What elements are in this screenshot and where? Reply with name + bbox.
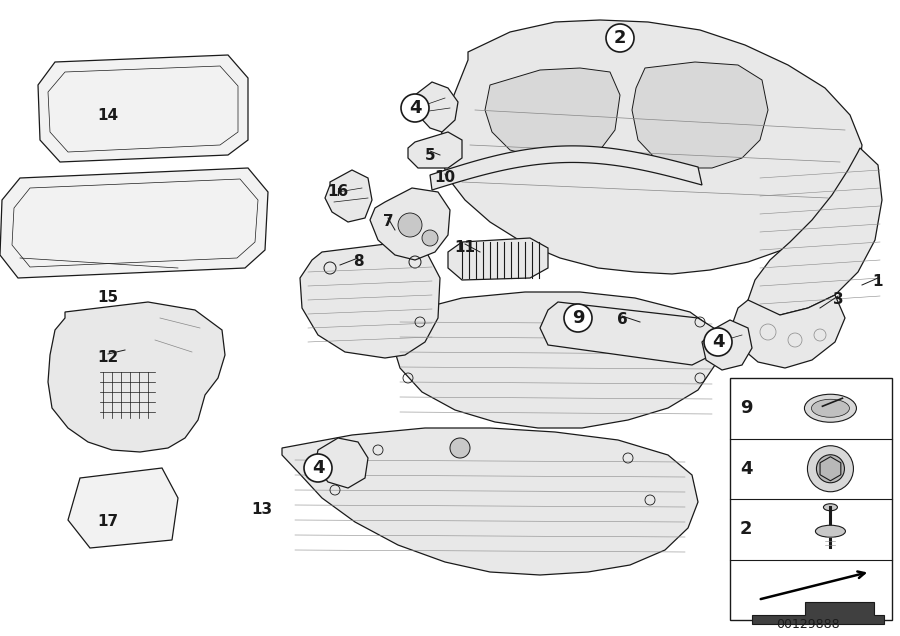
- Circle shape: [450, 438, 470, 458]
- Polygon shape: [632, 62, 768, 168]
- Text: 11: 11: [454, 240, 475, 256]
- Ellipse shape: [815, 525, 845, 537]
- Text: 13: 13: [251, 502, 273, 518]
- Circle shape: [422, 230, 438, 246]
- Ellipse shape: [807, 446, 853, 492]
- Polygon shape: [702, 320, 752, 370]
- Polygon shape: [412, 82, 458, 132]
- Ellipse shape: [824, 504, 837, 511]
- Polygon shape: [370, 188, 450, 260]
- Polygon shape: [485, 68, 620, 158]
- Polygon shape: [430, 146, 702, 190]
- Polygon shape: [732, 295, 845, 368]
- Polygon shape: [325, 170, 372, 222]
- Polygon shape: [282, 428, 698, 575]
- Polygon shape: [392, 292, 718, 428]
- Polygon shape: [752, 602, 884, 624]
- Text: 12: 12: [97, 350, 119, 366]
- Text: 4: 4: [740, 460, 752, 478]
- Text: 16: 16: [328, 184, 348, 200]
- Text: 00129888: 00129888: [776, 618, 840, 630]
- Text: 10: 10: [435, 170, 455, 186]
- Ellipse shape: [805, 394, 857, 422]
- Text: 9: 9: [740, 399, 752, 417]
- Circle shape: [398, 213, 422, 237]
- Text: 4: 4: [712, 333, 724, 351]
- Circle shape: [401, 94, 429, 122]
- Polygon shape: [448, 238, 548, 280]
- Text: 5: 5: [425, 148, 436, 163]
- Text: 8: 8: [353, 254, 364, 270]
- Text: 9: 9: [572, 309, 584, 327]
- Polygon shape: [748, 148, 882, 315]
- Text: 4: 4: [409, 99, 421, 117]
- Text: 3: 3: [832, 293, 843, 307]
- Polygon shape: [38, 55, 248, 162]
- Polygon shape: [408, 132, 462, 168]
- Polygon shape: [48, 302, 225, 452]
- Text: 7: 7: [382, 214, 393, 230]
- Text: 4: 4: [311, 459, 324, 477]
- Text: 6: 6: [616, 312, 627, 328]
- Text: 1: 1: [873, 275, 883, 289]
- Circle shape: [606, 24, 634, 52]
- Text: 2: 2: [614, 29, 626, 47]
- Polygon shape: [540, 302, 720, 365]
- Bar: [730, 378, 892, 620]
- Polygon shape: [68, 468, 178, 548]
- Ellipse shape: [812, 399, 850, 417]
- Text: 17: 17: [97, 515, 119, 530]
- Text: 14: 14: [97, 107, 119, 123]
- Text: 2: 2: [740, 520, 752, 538]
- Polygon shape: [300, 242, 440, 358]
- Polygon shape: [315, 438, 368, 488]
- Circle shape: [564, 304, 592, 332]
- Circle shape: [704, 328, 732, 356]
- Polygon shape: [0, 168, 268, 278]
- Circle shape: [304, 454, 332, 482]
- Ellipse shape: [816, 455, 844, 483]
- Text: 15: 15: [97, 291, 119, 305]
- Polygon shape: [440, 20, 862, 274]
